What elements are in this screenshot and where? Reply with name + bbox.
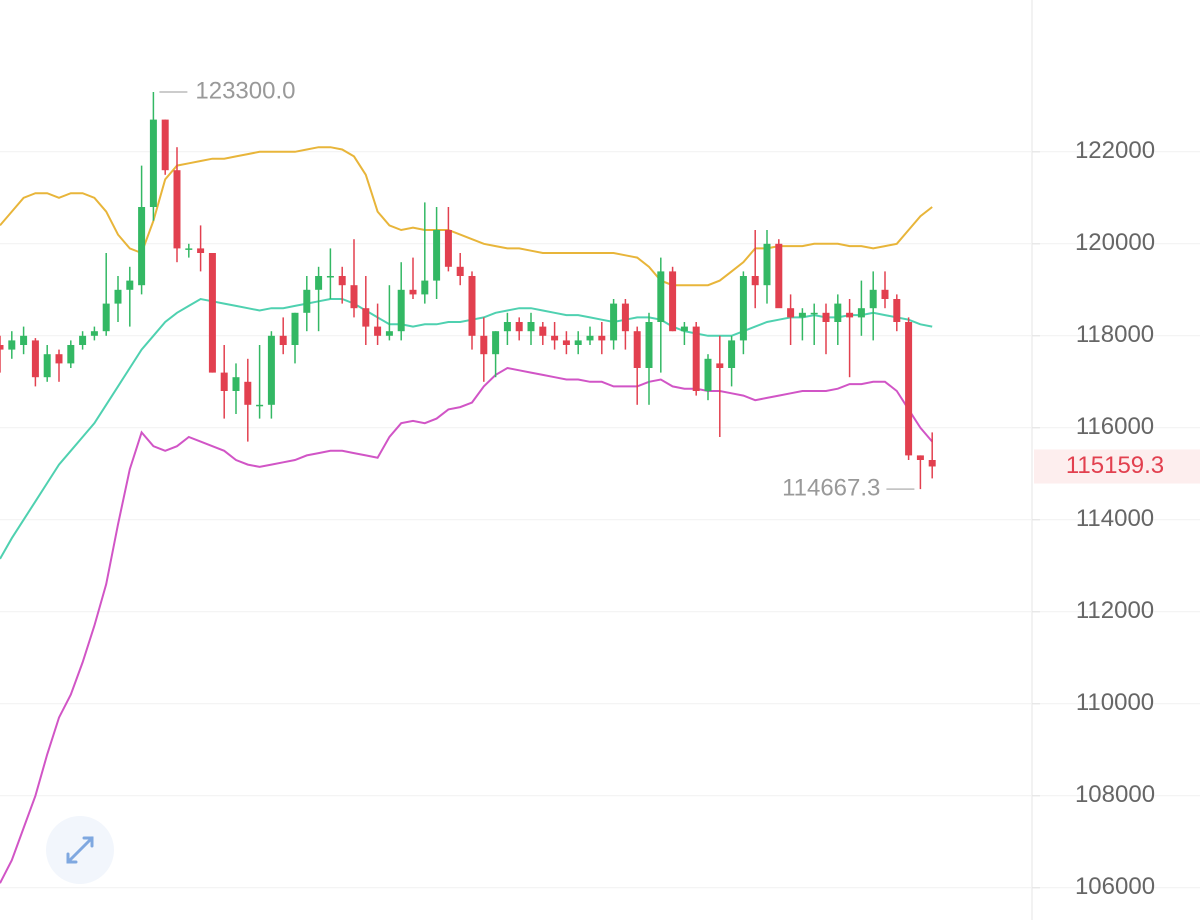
candle-body (692, 326, 700, 391)
last-price-label: 115159.3 (1066, 452, 1164, 479)
candle-body (185, 248, 193, 250)
candle-body (905, 322, 913, 456)
y-tick-label: 112000 (1076, 597, 1154, 624)
candle-body (421, 280, 429, 295)
candle-body (67, 345, 75, 364)
candle-body (775, 243, 783, 309)
candle-body (409, 289, 417, 295)
y-tick-label: 120000 (1075, 229, 1155, 256)
candle-body (149, 119, 157, 207)
candle-body (586, 335, 594, 341)
candle-body (173, 170, 181, 249)
candle-body (385, 331, 393, 336)
candle-body (704, 358, 712, 391)
candle-body (857, 308, 865, 318)
candle-body (610, 303, 618, 341)
candle-body (645, 322, 653, 368)
candle-body (527, 322, 535, 332)
band-line (0, 366, 933, 884)
candle-body (716, 363, 724, 368)
candle-body (798, 312, 806, 318)
candle-body (869, 289, 877, 309)
candle-body (846, 312, 854, 318)
candle-body (55, 354, 63, 364)
candle-body (503, 322, 511, 332)
candle-body (787, 308, 795, 318)
y-tick-label: 110000 (1076, 689, 1154, 716)
candle-body (90, 331, 98, 336)
candle-body (468, 276, 476, 336)
candle-body (279, 335, 287, 345)
candle-body (444, 230, 452, 267)
candle-body (680, 326, 688, 332)
candle-body (492, 331, 500, 355)
candle-body (562, 340, 570, 345)
candle-body (291, 312, 299, 345)
y-tick-label: 122000 (1075, 137, 1155, 164)
y-tick-label: 116000 (1076, 413, 1154, 440)
candle-body (161, 119, 169, 171)
candle-body (43, 354, 51, 378)
candle-body (480, 335, 488, 355)
candle-body (916, 455, 924, 460)
y-tick-label: 108000 (1075, 781, 1155, 808)
candle-body (326, 276, 334, 278)
candle-body (220, 372, 228, 391)
high-label: 123300.0 (195, 77, 295, 104)
candle-body (114, 289, 122, 304)
candle-body (810, 312, 818, 315)
candle-body (928, 460, 936, 467)
candle-body (244, 381, 252, 405)
candle-body (456, 266, 464, 276)
candle-body (598, 335, 606, 341)
candle-body (539, 326, 547, 336)
candle-body (551, 335, 559, 341)
candle-body (267, 335, 275, 405)
candle-body (515, 322, 523, 332)
candle-body (374, 326, 382, 336)
candle-body (881, 289, 889, 299)
candle-body (8, 340, 16, 350)
candle-body (303, 289, 311, 313)
candle-body (633, 331, 641, 368)
y-tick-label: 114000 (1076, 505, 1154, 532)
expand-button[interactable] (46, 816, 114, 884)
expand-icon[interactable] (66, 836, 94, 864)
low-label: 114667.3 (782, 474, 880, 501)
candle-body (256, 404, 264, 407)
candle-body (126, 280, 134, 290)
candle-body (657, 271, 665, 322)
y-tick-label: 118000 (1076, 321, 1154, 348)
candle-body (338, 276, 346, 286)
candle-body (728, 340, 736, 368)
candle-body (138, 207, 146, 286)
candle-body (433, 230, 441, 281)
band-line (0, 297, 933, 560)
candle-body (232, 377, 240, 391)
candle-body (31, 340, 39, 378)
y-tick-label: 106000 (1075, 873, 1155, 900)
candle-body (197, 248, 205, 253)
candle-body (621, 303, 629, 332)
candle-body (893, 299, 901, 322)
candle-body (0, 345, 4, 350)
candle-body (102, 303, 110, 332)
candle-body (20, 335, 28, 345)
candle-body (763, 243, 771, 286)
last-price-bg (1034, 449, 1200, 484)
candle-body (362, 308, 370, 327)
candle-body (574, 340, 582, 345)
candle-body (834, 303, 842, 322)
candle-body (315, 276, 323, 290)
candle-body (739, 276, 747, 341)
candle-body (79, 335, 87, 345)
candle-body (822, 312, 830, 322)
candle-body (669, 271, 677, 332)
candle-body (751, 276, 759, 286)
candle-body (350, 285, 358, 309)
candle-body (208, 253, 216, 373)
candle-body (397, 289, 405, 332)
